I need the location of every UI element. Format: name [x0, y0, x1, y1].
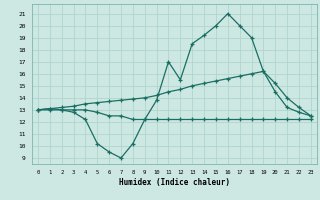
- X-axis label: Humidex (Indice chaleur): Humidex (Indice chaleur): [119, 178, 230, 187]
